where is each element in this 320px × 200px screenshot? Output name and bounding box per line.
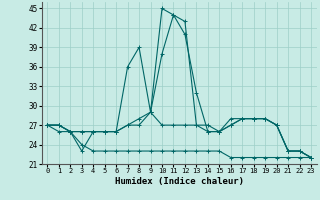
X-axis label: Humidex (Indice chaleur): Humidex (Indice chaleur) <box>115 177 244 186</box>
